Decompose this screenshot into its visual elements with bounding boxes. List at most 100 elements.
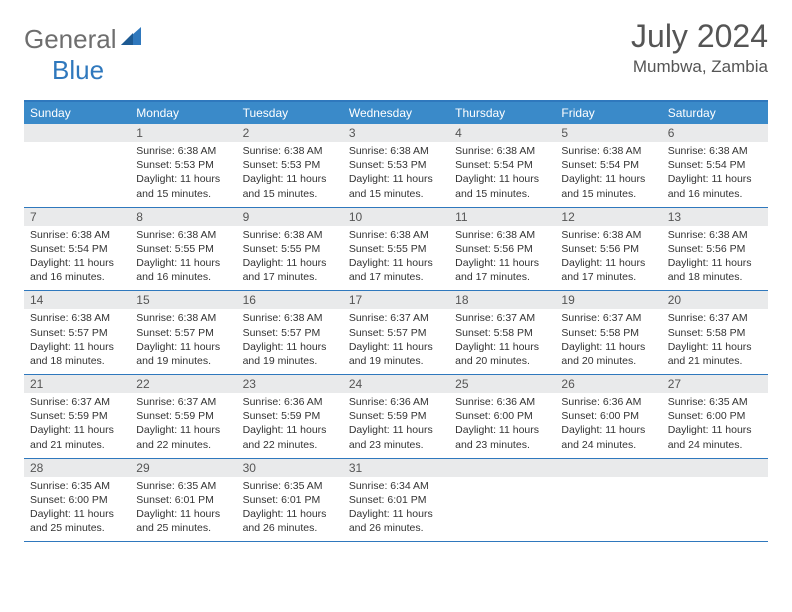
day-number: 26: [555, 375, 661, 393]
calendar-cell: 13Sunrise: 6:38 AMSunset: 5:56 PMDayligh…: [662, 208, 768, 291]
day-info-line: Sunrise: 6:36 AM: [561, 395, 655, 409]
day-header: Saturday: [662, 102, 768, 124]
day-number: 9: [237, 208, 343, 226]
day-info-line: and 19 minutes.: [136, 354, 230, 368]
day-body: Sunrise: 6:38 AMSunset: 5:56 PMDaylight:…: [555, 226, 661, 291]
day-info-line: Sunrise: 6:38 AM: [136, 144, 230, 158]
day-body: Sunrise: 6:38 AMSunset: 5:55 PMDaylight:…: [237, 226, 343, 291]
day-info-line: Daylight: 11 hours: [455, 172, 549, 186]
day-info-line: Daylight: 11 hours: [243, 507, 337, 521]
day-info-line: Sunrise: 6:38 AM: [136, 311, 230, 325]
calendar-cell: 20Sunrise: 6:37 AMSunset: 5:58 PMDayligh…: [662, 291, 768, 374]
day-number: 19: [555, 291, 661, 309]
calendar-cell: 24Sunrise: 6:36 AMSunset: 5:59 PMDayligh…: [343, 375, 449, 458]
calendar-cell: 26 Sunrise: 6:36 AMSunset: 6:00 PMDayligh…: [555, 375, 661, 458]
day-number: 13: [662, 208, 768, 226]
day-number: 29: [130, 459, 236, 477]
day-info-line: Sunset: 6:00 PM: [455, 409, 549, 423]
day-info-line: and 22 minutes.: [243, 438, 337, 452]
day-body: Sunrise: 6:37 AMSunset: 5:57 PMDaylight:…: [343, 309, 449, 374]
day-info-line: and 19 minutes.: [349, 354, 443, 368]
day-info-line: Daylight: 11 hours: [455, 423, 549, 437]
day-info-line: and 26 minutes.: [243, 521, 337, 535]
day-info-line: Daylight: 11 hours: [561, 423, 655, 437]
day-info-line: Sunset: 5:55 PM: [243, 242, 337, 256]
day-info-line: Sunrise: 6:36 AM: [455, 395, 549, 409]
logo-sail-icon: [121, 27, 143, 52]
calendar-cell: 23Sunrise: 6:36 AMSunset: 5:59 PMDayligh…: [237, 375, 343, 458]
calendar-cell: 3Sunrise: 6:38 AMSunset: 5:53 PMDaylight…: [343, 124, 449, 207]
calendar-cell: 18Sunrise: 6:37 AMSunset: 5:58 PMDayligh…: [449, 291, 555, 374]
day-number: [555, 459, 661, 477]
day-info-line: and 15 minutes.: [243, 187, 337, 201]
day-info-line: Sunset: 6:00 PM: [668, 409, 762, 423]
calendar-cell: 16Sunrise: 6:38 AMSunset: 5:57 PMDayligh…: [237, 291, 343, 374]
day-info-line: and 23 minutes.: [455, 438, 549, 452]
day-info-line: Sunset: 5:54 PM: [668, 158, 762, 172]
day-number: 1: [130, 124, 236, 142]
day-body: Sunrise: 6:34 AMSunset: 6:01 PMDaylight:…: [343, 477, 449, 542]
day-info-line: Daylight: 11 hours: [30, 423, 124, 437]
calendar-week: 1Sunrise: 6:38 AMSunset: 5:53 PMDaylight…: [24, 124, 768, 208]
day-info-line: and 20 minutes.: [455, 354, 549, 368]
day-info-line: Sunrise: 6:38 AM: [243, 144, 337, 158]
day-number: 16: [237, 291, 343, 309]
day-info-line: Sunset: 5:56 PM: [668, 242, 762, 256]
calendar-grid: Sunday Monday Tuesday Wednesday Thursday…: [24, 100, 768, 542]
day-info-line: Daylight: 11 hours: [243, 340, 337, 354]
day-number: 22: [130, 375, 236, 393]
calendar-cell: 31Sunrise: 6:34 AMSunset: 6:01 PMDayligh…: [343, 459, 449, 542]
day-body: Sunrise: 6:37 AMSunset: 5:59 PMDaylight:…: [130, 393, 236, 458]
logo-text-blue: Blue: [52, 55, 104, 86]
day-info-line: Sunrise: 6:34 AM: [349, 479, 443, 493]
day-body: Sunrise: 6:37 AMSunset: 5:59 PMDaylight:…: [24, 393, 130, 458]
day-info-line: Sunset: 5:58 PM: [561, 326, 655, 340]
day-info-line: and 24 minutes.: [561, 438, 655, 452]
day-body: Sunrise: 6:36 AMSunset: 5:59 PMDaylight:…: [343, 393, 449, 458]
day-info-line: Sunset: 5:54 PM: [561, 158, 655, 172]
day-info-line: Sunset: 5:53 PM: [243, 158, 337, 172]
day-info-line: Daylight: 11 hours: [30, 256, 124, 270]
day-info-line: and 18 minutes.: [668, 270, 762, 284]
calendar-cell: 28Sunrise: 6:35 AMSunset: 6:00 PMDayligh…: [24, 459, 130, 542]
day-info-line: Sunset: 5:59 PM: [349, 409, 443, 423]
day-number: 25: [449, 375, 555, 393]
calendar-cell: 5Sunrise: 6:38 AMSunset: 5:54 PMDaylight…: [555, 124, 661, 207]
day-info-line: Sunrise: 6:38 AM: [349, 144, 443, 158]
day-info-line: Daylight: 11 hours: [243, 423, 337, 437]
day-info-line: Sunrise: 6:38 AM: [136, 228, 230, 242]
day-body: Sunrise: 6:38 AMSunset: 5:57 PMDaylight:…: [130, 309, 236, 374]
day-info-line: Sunset: 5:59 PM: [30, 409, 124, 423]
day-body: [662, 477, 768, 537]
day-number: 15: [130, 291, 236, 309]
day-info-line: Sunset: 6:00 PM: [561, 409, 655, 423]
calendar-cell-empty: [555, 459, 661, 542]
day-number: 24: [343, 375, 449, 393]
logo-text-general: General: [24, 24, 117, 55]
day-info-line: Sunset: 5:53 PM: [136, 158, 230, 172]
month-title: July 2024: [631, 18, 768, 55]
day-body: Sunrise: 6:38 AMSunset: 5:56 PMDaylight:…: [662, 226, 768, 291]
calendar-cell: 7Sunrise: 6:38 AMSunset: 5:54 PMDaylight…: [24, 208, 130, 291]
day-info-line: Daylight: 11 hours: [349, 340, 443, 354]
day-info-line: Sunset: 6:01 PM: [243, 493, 337, 507]
day-number: [662, 459, 768, 477]
day-info-line: Sunrise: 6:38 AM: [243, 228, 337, 242]
day-info-line: and 23 minutes.: [349, 438, 443, 452]
day-info-line: Sunset: 5:56 PM: [455, 242, 549, 256]
day-info-line: Sunset: 5:54 PM: [30, 242, 124, 256]
day-info-line: Daylight: 11 hours: [136, 172, 230, 186]
day-info-line: Daylight: 11 hours: [349, 507, 443, 521]
day-info-line: Sunset: 5:55 PM: [136, 242, 230, 256]
day-info-line: Sunrise: 6:38 AM: [455, 228, 549, 242]
day-body: Sunrise: 6:38 AMSunset: 5:57 PMDaylight:…: [237, 309, 343, 374]
calendar-cell-empty: [662, 459, 768, 542]
day-info-line: and 21 minutes.: [668, 354, 762, 368]
day-info-line: Daylight: 11 hours: [561, 172, 655, 186]
day-info-line: Daylight: 11 hours: [668, 340, 762, 354]
day-info-line: Daylight: 11 hours: [668, 423, 762, 437]
calendar-cell: 25 Sunrise: 6:36 AMSunset: 6:00 PMDayligh…: [449, 375, 555, 458]
day-info-line: and 19 minutes.: [243, 354, 337, 368]
day-body: Sunrise: 6:35 AMSunset: 6:00 PMDaylight:…: [662, 393, 768, 458]
day-info-line: Daylight: 11 hours: [455, 256, 549, 270]
